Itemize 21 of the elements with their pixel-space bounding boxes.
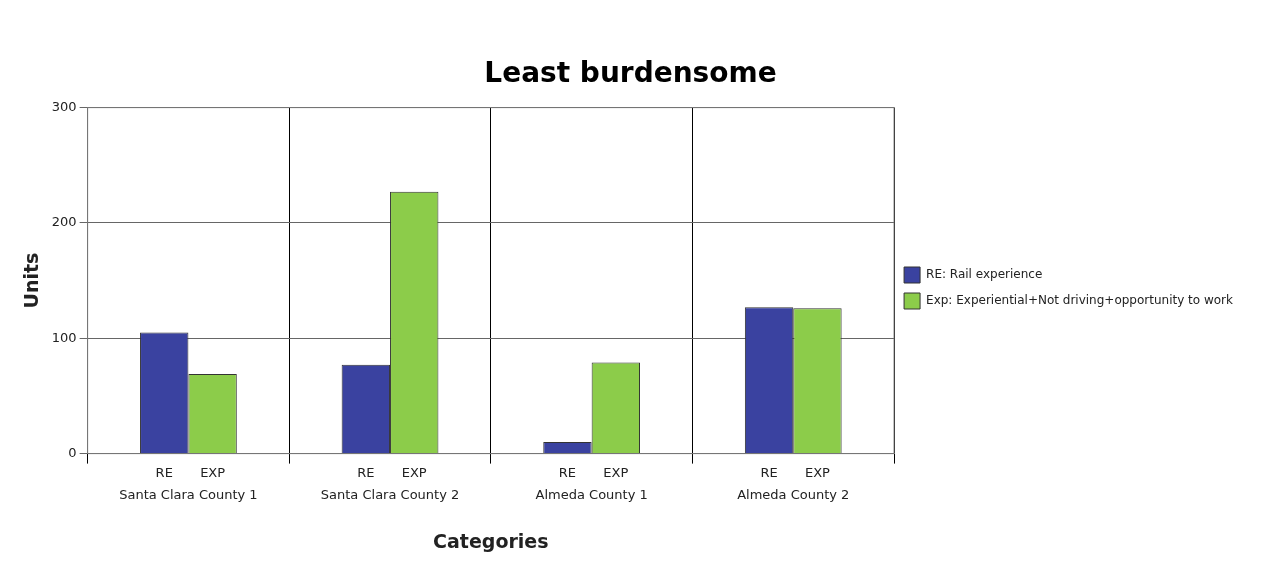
y-tick-label: 100 — [51, 329, 77, 345]
text: RE — [760, 465, 778, 481]
y-axis-title: Units — [20, 252, 43, 309]
text: RE — [558, 465, 577, 481]
text: EXP — [401, 465, 427, 481]
text: RE — [155, 465, 173, 481]
x-tick-label: Almeda County 2 — [737, 486, 850, 502]
chart-title: Least burdensome — [484, 56, 777, 90]
text: EXP — [603, 465, 629, 481]
text: EXP — [200, 465, 226, 481]
legend-label: RE: Rail experience — [926, 267, 1043, 282]
text: EXP — [804, 465, 831, 481]
x-tick-label: Santa Clara County 2 — [320, 486, 460, 502]
x-axis-title: Categories — [433, 529, 549, 552]
legend-label: Exp: Experiential+Not driving+opportunity to work — [926, 293, 1234, 308]
y-tick-label: 300 — [51, 98, 77, 114]
x-tick-label: Santa Clara County 1 — [119, 486, 258, 502]
y-tick-label: 200 — [51, 214, 77, 230]
y-tick-label: 0 — [68, 444, 77, 460]
text: RE — [357, 465, 375, 481]
x-tick-label: Almeda County 1 — [535, 486, 648, 502]
